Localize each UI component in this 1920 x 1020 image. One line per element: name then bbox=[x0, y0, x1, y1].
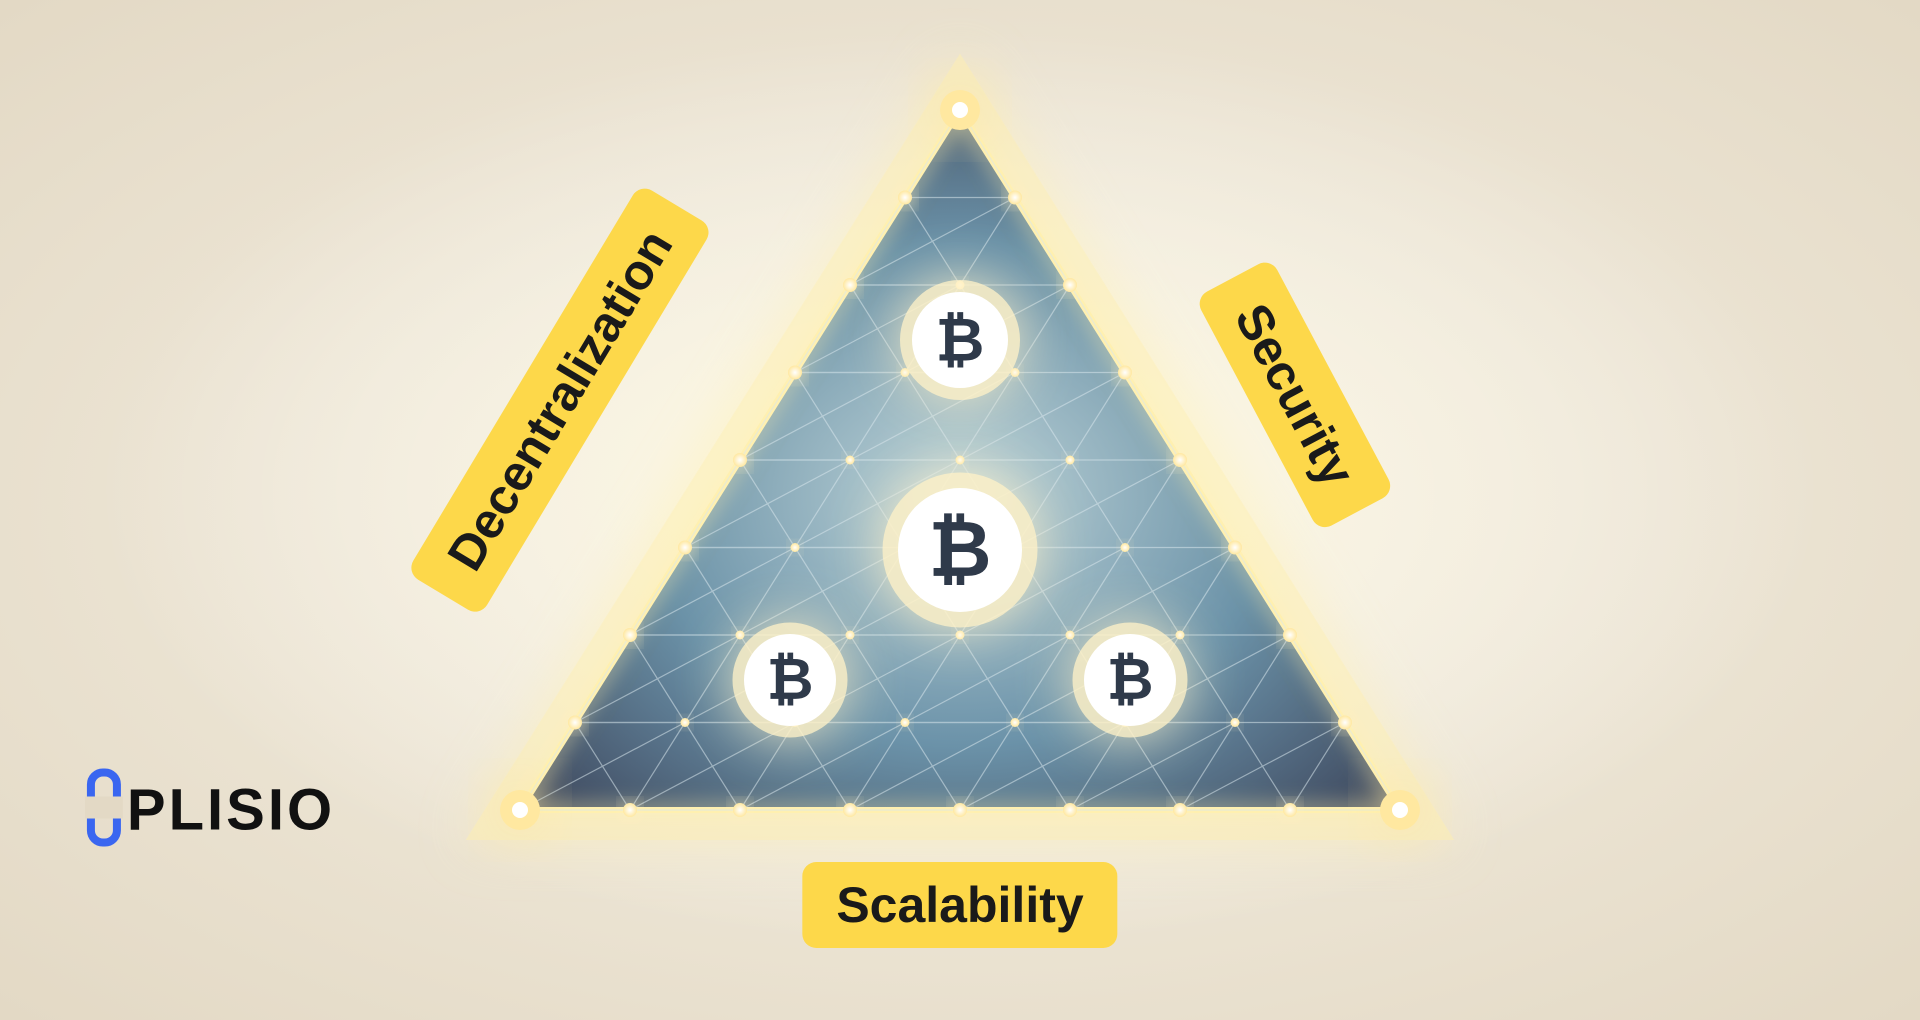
plisio-logo: PLISIO bbox=[85, 769, 335, 852]
svg-text:₿: ₿ bbox=[936, 307, 985, 374]
bitcoin-icon: ₿ bbox=[900, 280, 1020, 400]
trilemma-label-scalability: Scalability bbox=[802, 862, 1117, 948]
logo-bracket-icon bbox=[85, 769, 123, 852]
bitcoin-icon: ₿ bbox=[733, 623, 848, 738]
svg-text:₿: ₿ bbox=[1107, 648, 1154, 712]
logo-text: PLISIO bbox=[127, 777, 335, 844]
svg-text:₿: ₿ bbox=[767, 648, 814, 712]
svg-text:₿: ₿ bbox=[928, 507, 991, 593]
bitcoin-icon: ₿ bbox=[1073, 623, 1188, 738]
trilemma-diagram: ₿₿₿₿ DecentralizationSecurityScalability… bbox=[0, 0, 1920, 1020]
bitcoin-icon: ₿ bbox=[883, 473, 1038, 628]
